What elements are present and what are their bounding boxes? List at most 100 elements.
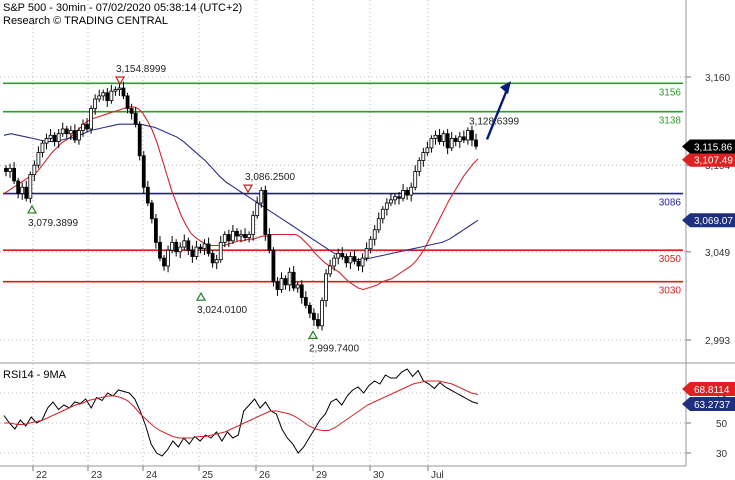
candle-body bbox=[340, 252, 345, 257]
candle-body bbox=[344, 256, 349, 264]
candle-body bbox=[178, 246, 183, 253]
candle-body bbox=[441, 133, 446, 142]
candle-body bbox=[368, 238, 373, 250]
y-tick-label: 3,160 bbox=[705, 73, 730, 84]
rsi-ma-line bbox=[4, 380, 479, 439]
chart-source: Research © TRADING CENTRAL bbox=[3, 15, 168, 27]
candle-body bbox=[287, 271, 292, 286]
rsi-y-tick-label: 30 bbox=[716, 449, 728, 460]
candle-body bbox=[190, 249, 195, 257]
price-badges: 3,107.49 3,115.86 3,069.07 68.8114 63.2737 bbox=[682, 139, 735, 411]
candle-body bbox=[60, 128, 65, 135]
candle-body bbox=[149, 202, 154, 220]
projection-arrow bbox=[485, 86, 510, 140]
candle-body bbox=[32, 164, 37, 176]
candle-body bbox=[295, 284, 300, 289]
candle-body bbox=[255, 202, 260, 216]
candle-body bbox=[283, 278, 288, 286]
low-marker-icon bbox=[26, 204, 38, 214]
candle-body bbox=[101, 92, 106, 97]
support-resistance-levels: 3156 3138 3086 3050 3030 bbox=[3, 82, 683, 297]
candle-body bbox=[470, 130, 474, 141]
low-label: 2,999.7400 bbox=[309, 343, 359, 354]
candle-body bbox=[474, 139, 478, 147]
level-label: 3156 bbox=[659, 87, 682, 98]
candle-body bbox=[312, 312, 316, 320]
candle-body bbox=[72, 130, 77, 141]
x-tick-label: Jul bbox=[431, 470, 444, 480]
candle-body bbox=[303, 297, 308, 306]
candle-body bbox=[389, 199, 393, 204]
y-tick-label: 3,049 bbox=[705, 248, 730, 259]
candle-body bbox=[174, 241, 179, 253]
candle-body bbox=[154, 218, 158, 243]
candle-body bbox=[336, 252, 341, 259]
candle-body bbox=[239, 234, 243, 237]
high-marker-icon bbox=[242, 184, 254, 194]
rsi-ma-badge-label: 68.8114 bbox=[694, 385, 730, 396]
candle-body bbox=[372, 229, 377, 240]
candle-body bbox=[64, 128, 69, 135]
rsi-badge-label: 63.2737 bbox=[694, 400, 731, 411]
candle-body bbox=[413, 171, 418, 188]
candle-body bbox=[271, 249, 276, 283]
candle-body bbox=[433, 134, 438, 139]
candle-body bbox=[85, 123, 89, 130]
candle-body bbox=[348, 256, 353, 264]
candle-body bbox=[129, 108, 134, 114]
x-tick-label: 23 bbox=[91, 470, 103, 480]
candle-body bbox=[170, 241, 175, 251]
x-tick-label: 25 bbox=[202, 470, 214, 480]
ma-slow-badge bbox=[682, 213, 735, 228]
low-marker-icon bbox=[195, 291, 207, 301]
candle-body bbox=[36, 152, 41, 166]
y-tick-label: 2,993 bbox=[705, 336, 730, 347]
rsi-title: RSI14 - 9MA bbox=[3, 369, 67, 381]
rsi-pane: 705030 bbox=[0, 368, 728, 460]
candle-body bbox=[117, 87, 122, 90]
ma-slow-badge-label: 3,069.07 bbox=[694, 216, 733, 227]
candle-body bbox=[48, 134, 53, 139]
rsi-badge bbox=[682, 397, 735, 411]
candle-body bbox=[93, 98, 98, 109]
candle-body bbox=[445, 133, 450, 149]
candle-body bbox=[89, 108, 93, 130]
rsi-ma-badge bbox=[682, 382, 735, 396]
candle-body bbox=[465, 130, 470, 141]
x-tick-label: 29 bbox=[316, 470, 328, 480]
low-label: 3,024.0100 bbox=[197, 305, 247, 316]
candle-body bbox=[421, 152, 426, 161]
candle-body bbox=[393, 196, 397, 201]
x-tick-label: 22 bbox=[36, 470, 48, 480]
candle-body bbox=[133, 112, 138, 125]
low-marker-icon bbox=[307, 330, 319, 339]
candle-body bbox=[279, 278, 284, 291]
candle-body bbox=[28, 174, 33, 199]
candle-body bbox=[425, 147, 430, 153]
candle-body bbox=[457, 136, 462, 142]
candle-body bbox=[16, 180, 21, 194]
candle-body bbox=[24, 186, 29, 199]
level-label: 3050 bbox=[659, 254, 682, 265]
candle-body bbox=[40, 142, 45, 153]
rsi-line bbox=[3, 368, 479, 457]
candle-body bbox=[376, 218, 381, 231]
rsi-y-tick-label: 50 bbox=[716, 419, 728, 430]
x-tick-label: 26 bbox=[259, 470, 271, 480]
candle-body bbox=[166, 249, 170, 267]
candle-body bbox=[461, 136, 466, 141]
candle-body bbox=[198, 246, 203, 250]
candle-body bbox=[202, 243, 207, 250]
candle-body bbox=[453, 138, 458, 142]
candle-body bbox=[405, 189, 410, 196]
candle-body bbox=[259, 189, 264, 204]
candle-body bbox=[380, 208, 385, 220]
last-price-badge bbox=[682, 139, 735, 154]
candle-body bbox=[218, 241, 223, 261]
candle-body bbox=[437, 134, 442, 142]
level-label: 3138 bbox=[659, 116, 682, 127]
candle-body bbox=[352, 256, 357, 262]
candle-body bbox=[56, 133, 61, 142]
chart-title: S&P 500 - 30min - 07/02/2020 05:38:14 (U… bbox=[3, 2, 242, 14]
low-label: 3,079.3899 bbox=[28, 218, 78, 229]
